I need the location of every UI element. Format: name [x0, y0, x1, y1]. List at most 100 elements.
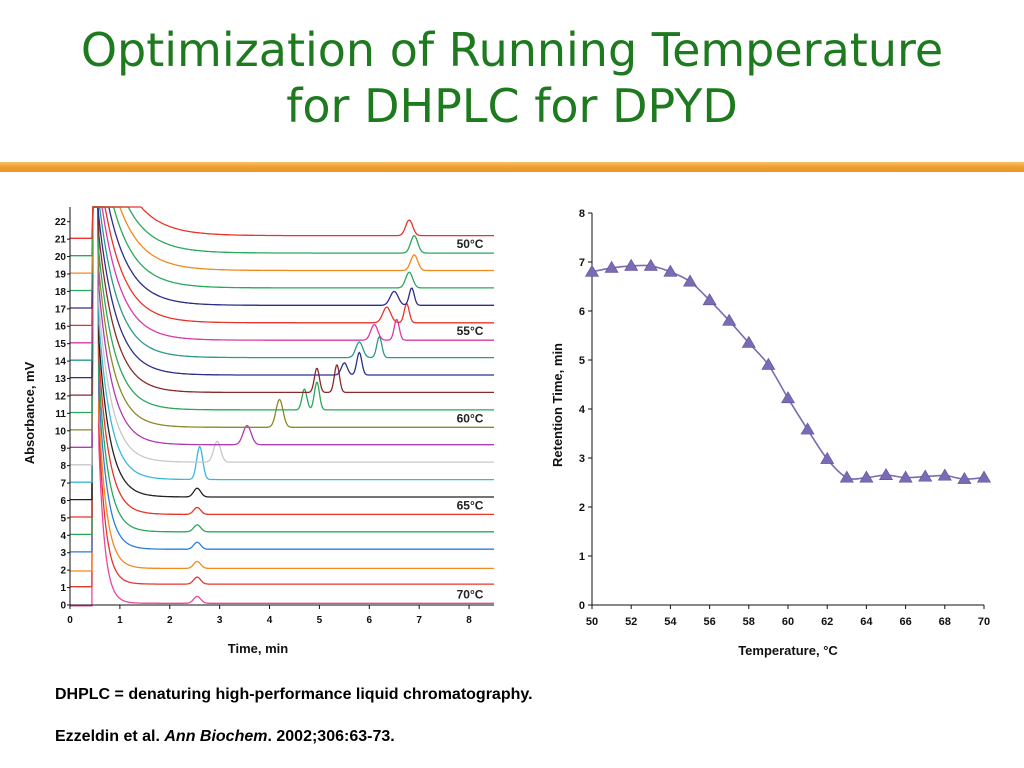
retention-x-tick-label: 52 — [625, 616, 637, 628]
chromatogram-trace-62c — [70, 206, 494, 466]
chromatogram-trace-54c — [70, 206, 494, 327]
chromatogram-y-tick-label: 0 — [60, 601, 66, 612]
chromatogram-trace-61c — [70, 206, 494, 448]
temperature-label: 65°C — [457, 498, 484, 512]
retention-x-tick-label: 56 — [703, 616, 715, 628]
chromatogram-trace-59c — [70, 206, 494, 414]
retention-y-tick-label: 2 — [579, 502, 585, 514]
retention-x-tick-label: 66 — [899, 616, 911, 628]
citation-footnote: Ezzeldin et al. Ann Biochem. 2002;306:63… — [55, 728, 395, 746]
retention-point — [957, 471, 972, 484]
chromatogram-x-tick-label: 2 — [167, 615, 173, 626]
temperature-label: 60°C — [457, 411, 484, 425]
retention-point — [800, 422, 815, 435]
retention-point — [976, 470, 992, 483]
retention-point — [682, 274, 698, 287]
retention-x-axis-title: Temperature, °C — [738, 643, 838, 658]
retention-fit-line — [591, 264, 985, 480]
chromatogram-y-tick-label: 19 — [55, 269, 67, 280]
chromatogram-axes — [69, 207, 494, 606]
chromatogram-x-tick-label: 0 — [67, 615, 73, 626]
chromatogram-x-tick-label: 3 — [217, 615, 223, 626]
chromatogram-trace-63c — [70, 206, 494, 483]
chromatogram-x-tick-label: 6 — [367, 615, 373, 626]
chromatogram-trace-55c — [70, 206, 494, 344]
chromatogram-y-tick-label: 10 — [55, 426, 67, 437]
chromatogram-trace-52c — [70, 206, 494, 292]
chromatogram-x-tick-label: 4 — [267, 615, 273, 626]
citation-authors: Ezzeldin et al. — [55, 728, 165, 745]
title-divider — [0, 162, 1024, 172]
citation-journal: Ann Biochem — [164, 728, 268, 745]
retention-y-tick-label: 4 — [579, 404, 586, 416]
chromatogram-x-tick-label: 8 — [466, 615, 472, 626]
chromatogram-y-tick-label: 15 — [55, 339, 67, 350]
retention-point — [624, 258, 639, 271]
chromatogram-y-tick-label: 2 — [60, 566, 66, 577]
chromatogram-x-axis-title: Time, min — [228, 641, 289, 656]
chromatogram-trace-65c — [70, 206, 494, 518]
chromatogram-y-tick-label: 11 — [55, 409, 66, 420]
retention-y-tick-label: 7 — [579, 257, 585, 269]
chromatogram-trace-60c — [70, 206, 494, 431]
title-line-2: for DHPLC for DPYD — [286, 79, 738, 133]
chromatogram-y-tick-label: 22 — [55, 217, 67, 228]
temperature-label: 55°C — [457, 324, 484, 338]
retention-x-tick-label: 68 — [939, 616, 951, 628]
chromatogram-y-tick-label: 3 — [60, 548, 66, 559]
retention-point — [878, 468, 894, 481]
slide-title: Optimization of Running Temperature for … — [0, 22, 1024, 134]
retention-y-tick-label: 8 — [579, 208, 585, 220]
chromatogram-trace-67c — [70, 206, 494, 553]
retention-points — [584, 258, 992, 484]
retention-point — [918, 469, 933, 482]
chromatogram-trace-70c — [70, 206, 494, 607]
chromatogram-trace-56c — [70, 206, 494, 361]
retention-point — [741, 335, 756, 348]
chromatogram-trace-68c — [70, 206, 494, 572]
chromatogram-trace-58c — [70, 206, 494, 396]
retention-point — [898, 470, 913, 483]
retention-x-tick-label: 64 — [860, 616, 873, 628]
retention-y-tick-label: 3 — [579, 453, 585, 465]
chromatogram-y-axis-title: Absorbance, mV — [22, 361, 37, 464]
retention-point — [820, 451, 835, 464]
chromatogram-trace-57c — [70, 206, 494, 379]
chromatogram-y-tick-label: 4 — [60, 531, 66, 542]
chromatogram-y-tick-label: 5 — [60, 513, 66, 524]
retention-point — [643, 258, 658, 271]
chromatogram-y-tick-label: 17 — [55, 304, 67, 315]
retention-point — [780, 391, 796, 404]
temperature-label: 70°C — [457, 587, 484, 601]
chromatogram-y-tick-label: 6 — [60, 496, 66, 507]
retention-point — [663, 264, 678, 277]
retention-y-tick-label: 6 — [579, 306, 585, 318]
retention-x-tick-label: 70 — [978, 616, 990, 628]
citation-details: . 2002;306:63-73. — [267, 728, 395, 745]
chromatogram-y-tick-label: 8 — [60, 461, 66, 472]
retention-point — [839, 470, 854, 483]
retention-axes — [591, 213, 984, 606]
chromatogram-y-tick-label: 21 — [55, 235, 67, 246]
chromatogram-y-tick-label: 12 — [55, 391, 67, 402]
retention-point — [722, 313, 737, 326]
retention-x-tick-label: 62 — [821, 616, 833, 628]
retention-x-tick-label: 58 — [743, 616, 755, 628]
chromatogram-trace-64c — [70, 206, 494, 501]
retention-point — [761, 357, 776, 370]
abbreviation-footnote: DHPLC = denaturing high-performance liqu… — [55, 686, 533, 703]
chromatogram-y-tick-label: 18 — [55, 287, 67, 298]
chromatogram-trace-69c — [70, 206, 494, 588]
chromatogram-trace-66c — [70, 206, 494, 536]
retention-x-tick-label: 50 — [586, 616, 598, 628]
chromatogram-x-tick-label: 7 — [416, 615, 422, 626]
retention-point — [604, 260, 619, 273]
temperature-label: 50°C — [457, 237, 484, 251]
chromatogram-y-tick-label: 9 — [60, 444, 66, 455]
retention-y-tick-label: 1 — [579, 551, 585, 563]
title-line-1: Optimization of Running Temperature — [80, 23, 944, 77]
chromatogram-trace-51c — [70, 206, 494, 274]
